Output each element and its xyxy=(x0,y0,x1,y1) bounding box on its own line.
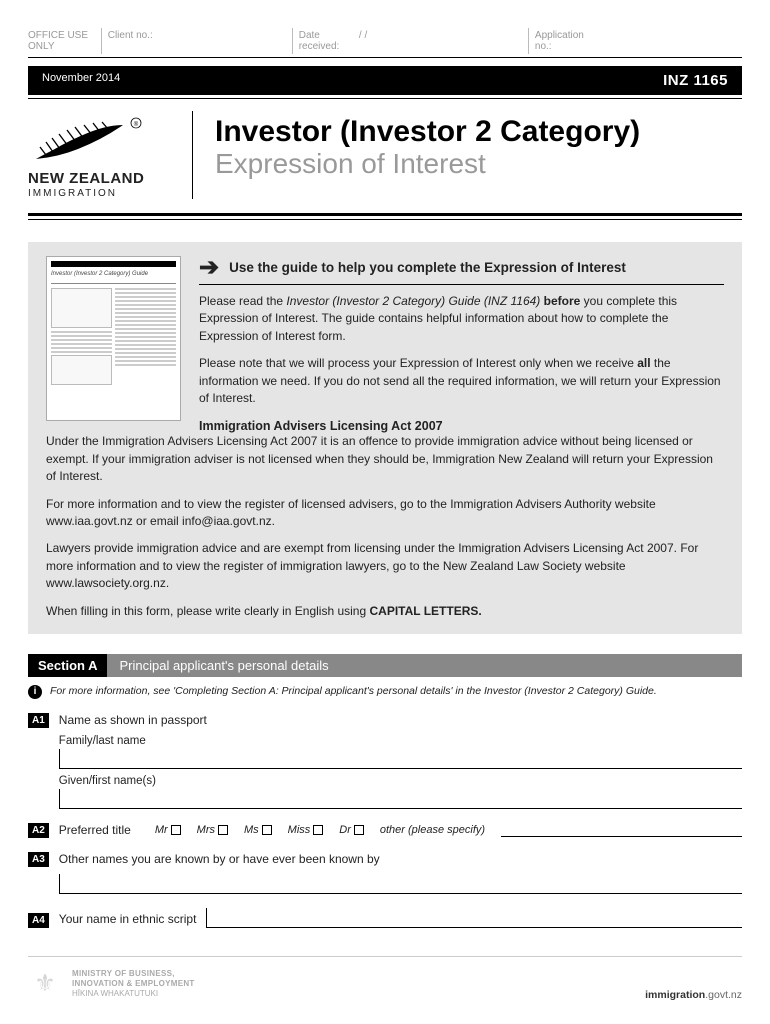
q-num-a1: A1 xyxy=(28,713,49,728)
application-no-value xyxy=(592,28,742,54)
q-num-a2: A2 xyxy=(28,823,49,838)
title-opt-mr[interactable]: Mr xyxy=(155,824,181,836)
logo-text-main: NEW ZEALAND xyxy=(28,171,182,186)
title-opt-ms[interactable]: Ms xyxy=(244,824,272,836)
footer-url: immigration.govt.nz xyxy=(645,989,742,1001)
guide-content: ➔ Use the guide to help you complete the… xyxy=(199,256,724,437)
q-a1-given-label: Given/first name(s) xyxy=(59,775,742,787)
form-title-sub: Expression of Interest xyxy=(215,148,742,180)
guide-para-2: Please note that we will process your Ex… xyxy=(199,355,724,407)
question-a2: A2 Preferred title Mr Mrs Ms Miss Dr oth… xyxy=(28,823,742,838)
guide-box: Investor (Investor 2 Category) Guide xyxy=(28,242,742,634)
section-a-label: Section A xyxy=(28,654,107,677)
title-opt-dr[interactable]: Dr xyxy=(339,824,364,836)
q-a4-label: Your name in ethnic script xyxy=(59,912,197,926)
rule xyxy=(28,219,742,220)
guide-heading: Use the guide to help you complete the E… xyxy=(229,258,626,278)
date-received-value: / / xyxy=(353,28,528,54)
given-name-input[interactable] xyxy=(59,789,742,809)
client-no-label: Client no.: xyxy=(102,28,292,54)
office-use-row: OFFICE USE ONLY Client no.: Date receive… xyxy=(28,28,742,58)
date-received-label: Date received: xyxy=(292,28,353,54)
form-date: November 2014 xyxy=(42,72,120,89)
family-name-input[interactable] xyxy=(59,749,742,769)
form-title-main: Investor (Investor 2 Category) xyxy=(215,115,742,148)
q-a1-label: Name as shown in passport xyxy=(59,713,742,727)
logo-text-sub: IMMIGRATION xyxy=(28,188,182,199)
title-opt-mrs[interactable]: Mrs xyxy=(197,824,228,836)
form-code: INZ 1165 xyxy=(663,72,728,89)
office-use-label: OFFICE USE ONLY xyxy=(28,28,102,54)
question-a4: A4 Your name in ethnic script xyxy=(28,908,742,928)
other-names-input[interactable] xyxy=(59,874,742,894)
guide-lower: Under the Immigration Advisers Licensing… xyxy=(46,433,724,620)
form-page: OFFICE USE ONLY Client no.: Date receive… xyxy=(0,0,770,1017)
q-num-a3: A3 xyxy=(28,852,49,867)
application-no-label: Application no.: xyxy=(528,28,592,54)
checkbox-icon xyxy=(218,825,228,835)
q-a3-label: Other names you are known by or have eve… xyxy=(59,852,742,866)
svg-text:®: ® xyxy=(134,121,139,128)
guide-thumbnail: Investor (Investor 2 Category) Guide xyxy=(46,256,181,421)
rule xyxy=(28,98,742,99)
question-a1: A1 Name as shown in passport Family/last… xyxy=(28,713,742,809)
question-a3: A3 Other names you are known by or have … xyxy=(28,852,742,894)
q-a1-family-label: Family/last name xyxy=(59,735,742,747)
info-icon: i xyxy=(28,685,42,699)
section-a-title: Principal applicant's personal details xyxy=(107,654,742,677)
checkbox-icon xyxy=(171,825,181,835)
fern-logo-icon: ® xyxy=(28,117,148,167)
title-block: ® NEW ZEALAND IMMIGRATION Investor (Inve… xyxy=(28,111,742,216)
checkbox-icon xyxy=(262,825,272,835)
guide-para-5: Lawyers provide immigration advice and a… xyxy=(46,540,724,592)
guide-para-6: When filling in this form, please write … xyxy=(46,603,724,620)
checkbox-icon xyxy=(354,825,364,835)
title-opt-other[interactable]: other (please specify) xyxy=(380,824,485,836)
form-header-bar: November 2014 INZ 1165 xyxy=(28,66,742,95)
guide-para-1: Please read the Investor (Investor 2 Cat… xyxy=(199,293,724,345)
page-footer: ⚜ MINISTRY OF BUSINESS, INNOVATION & EMP… xyxy=(28,956,742,1001)
q-a2-label: Preferred title xyxy=(59,823,131,837)
arrow-icon: ➔ xyxy=(199,256,219,280)
section-a-info: i For more information, see 'Completing … xyxy=(28,685,742,699)
title-column: Investor (Investor 2 Category) Expressio… xyxy=(193,111,742,199)
logo-column: ® NEW ZEALAND IMMIGRATION xyxy=(28,111,193,199)
title-other-input[interactable] xyxy=(501,823,742,837)
section-a-bar: Section A Principal applicant's personal… xyxy=(28,654,742,677)
guide-para-4: For more information and to view the reg… xyxy=(46,496,724,531)
ethnic-script-input[interactable] xyxy=(206,908,742,928)
guide-para-3: Under the Immigration Advisers Licensing… xyxy=(46,433,724,485)
title-opt-miss[interactable]: Miss xyxy=(288,824,324,836)
crest-icon: ⚜ xyxy=(28,967,62,1001)
ministry-text: MINISTRY OF BUSINESS, INNOVATION & EMPLO… xyxy=(72,969,195,999)
q-num-a4: A4 xyxy=(28,913,49,928)
checkbox-icon xyxy=(313,825,323,835)
